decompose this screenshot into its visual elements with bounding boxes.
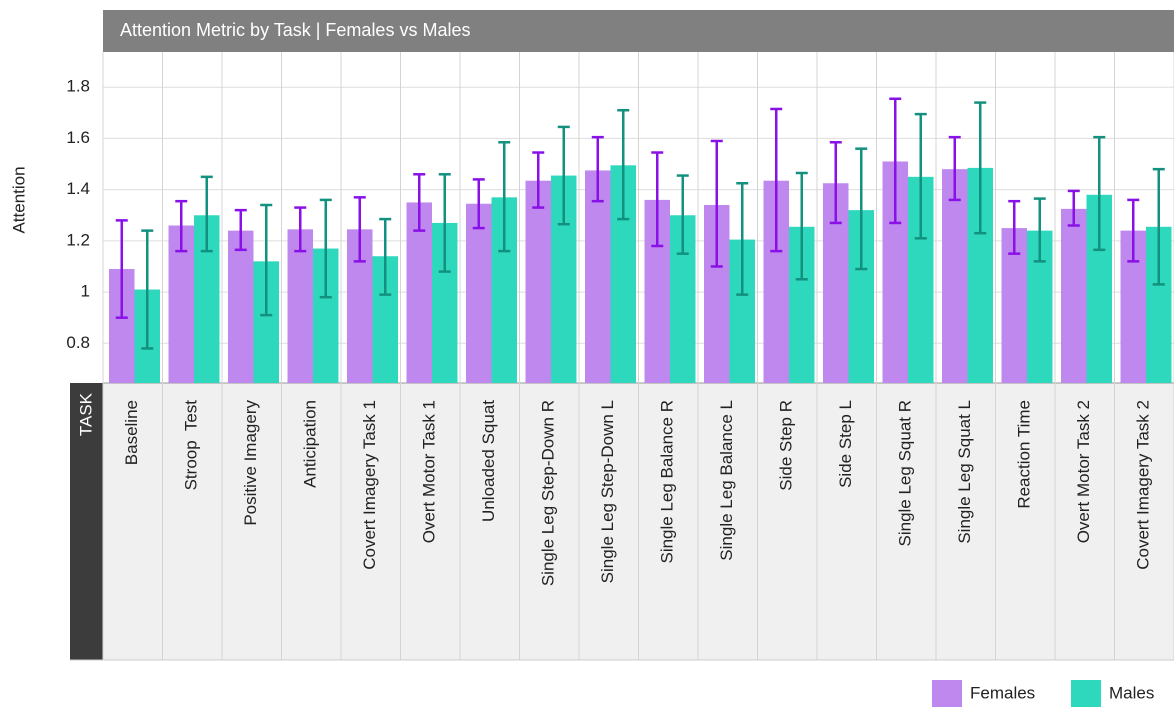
axis-header xyxy=(70,383,103,660)
bar xyxy=(585,170,611,383)
x-tick-label: Covert Imagery Task 2 xyxy=(1134,400,1153,570)
bar xyxy=(228,230,254,383)
x-tick-label: Stroop Test xyxy=(182,400,201,491)
y-tick-label: 1 xyxy=(81,282,90,301)
bar xyxy=(942,169,968,383)
x-tick-label: Single Leg Step-Down R xyxy=(539,400,558,586)
chart-title: Attention Metric by Task | Females vs Ma… xyxy=(120,20,470,40)
y-axis-label: Attention xyxy=(9,166,28,233)
y-tick-label: 1.2 xyxy=(66,230,90,249)
x-tick-label: Side Step L xyxy=(836,400,855,488)
x-tick-label: Covert Imagery Task 1 xyxy=(360,400,379,570)
y-tick-label: 1.4 xyxy=(66,179,90,198)
x-tick-label: Overt Motor Task 2 xyxy=(1074,400,1093,543)
x-tick-label: Unloaded Squat xyxy=(479,400,498,522)
x-tick-label: Side Step R xyxy=(777,400,796,491)
x-tick-label: Reaction Time xyxy=(1015,400,1034,509)
legend-label: Males xyxy=(1109,683,1154,702)
y-tick-label: 1.6 xyxy=(66,128,90,147)
legend-label: Females xyxy=(970,683,1035,702)
bar xyxy=(287,229,313,383)
x-tick-label: Single Leg Step-Down L xyxy=(598,400,617,583)
bar xyxy=(525,180,551,383)
x-tick-label: Positive Imagery xyxy=(241,400,260,526)
x-tick-label: Single Leg Balance R xyxy=(658,400,677,564)
y-tick-label: 1.8 xyxy=(66,77,90,96)
x-tick-label: Overt Motor Task 1 xyxy=(420,400,439,543)
legend-swatch xyxy=(932,680,962,707)
x-tick-label: Single Leg Squat L xyxy=(955,400,974,544)
bar xyxy=(1061,208,1087,383)
bar xyxy=(466,203,492,383)
x-tick-label: Single Leg Squat R xyxy=(896,400,915,547)
x-tick-label: Baseline xyxy=(122,400,141,465)
x-tick-label: Anticipation xyxy=(301,400,320,488)
bar xyxy=(406,202,432,383)
x-axis-label: TASK xyxy=(76,392,95,436)
title-bar xyxy=(103,10,1174,52)
x-tick-label: Single Leg Balance L xyxy=(717,400,736,561)
legend-swatch xyxy=(1071,680,1101,707)
y-tick-label: 0.8 xyxy=(66,333,90,352)
